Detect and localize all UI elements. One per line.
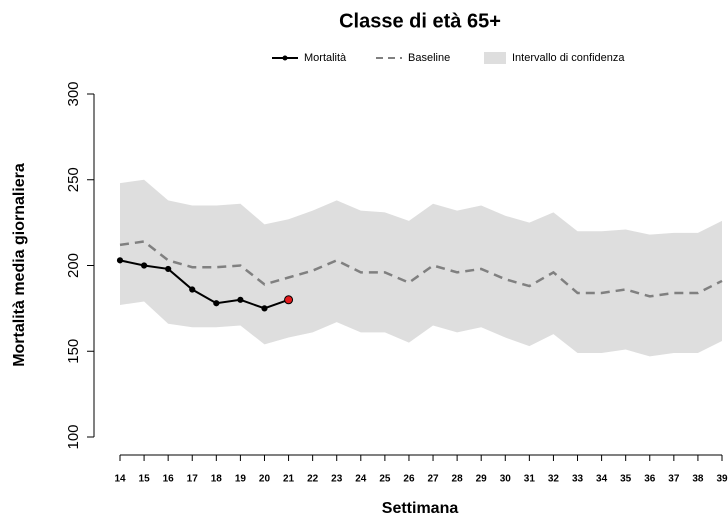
x-tick-label: 27	[427, 474, 439, 485]
x-tick-label: 18	[211, 474, 223, 485]
x-tick-label: 16	[163, 474, 175, 485]
x-tick-label: 37	[668, 474, 680, 485]
x-tick-label: 14	[114, 474, 126, 485]
legend-swatch	[484, 52, 506, 64]
x-tick-label: 26	[403, 474, 415, 485]
x-axis-label: Settimana	[382, 500, 459, 517]
x-tick-label: 23	[331, 474, 343, 485]
x-tick-label: 17	[187, 474, 199, 485]
x-tick-label: 19	[235, 474, 247, 485]
legend-label: Baseline	[408, 52, 450, 64]
x-tick-label: 22	[307, 474, 319, 485]
legend-label: Mortalità	[304, 52, 347, 64]
legend-marker	[282, 55, 288, 61]
x-tick-label: 25	[379, 474, 391, 485]
x-tick-label: 38	[692, 474, 704, 485]
x-tick-label: 24	[355, 474, 367, 485]
x-tick-label: 34	[596, 474, 608, 485]
x-tick-label: 39	[716, 474, 728, 485]
line-layer	[116, 240, 723, 312]
confidence-band	[120, 179, 722, 357]
x-tick-label: 15	[139, 474, 151, 485]
legend-label: Intervallo di confidenza	[512, 52, 625, 64]
point	[189, 286, 196, 293]
x-tick-label: 35	[620, 474, 632, 485]
point	[116, 257, 124, 264]
point	[140, 262, 148, 269]
x-tick-label: 33	[572, 474, 584, 485]
band-layer	[120, 179, 722, 357]
x-tick-label: 21	[283, 474, 295, 485]
x-tick-label: 31	[524, 474, 536, 485]
x-tick-label: 36	[644, 474, 656, 485]
x-tick-label: 30	[500, 474, 512, 485]
last-point	[284, 295, 294, 305]
chart-title: Classe di età 65+	[339, 10, 501, 32]
y-tick-label: 300	[65, 81, 82, 106]
point	[261, 305, 268, 312]
x-tick-label: 20	[259, 474, 271, 485]
y-tick-label: 150	[65, 339, 82, 364]
point	[237, 296, 244, 303]
baseline-line	[119, 240, 723, 298]
point	[213, 300, 220, 307]
x-tick-label: 29	[476, 474, 488, 485]
y-tick-label: 200	[65, 253, 82, 278]
y-axis-label: Mortalità media giornaliera	[11, 163, 28, 367]
point	[165, 265, 172, 273]
x-tick-label: 28	[452, 474, 464, 485]
x-tick-label: 32	[548, 474, 560, 485]
mortality-line	[119, 259, 289, 310]
y-tick-label: 100	[65, 424, 82, 449]
y-tick-label: 250	[65, 167, 82, 192]
